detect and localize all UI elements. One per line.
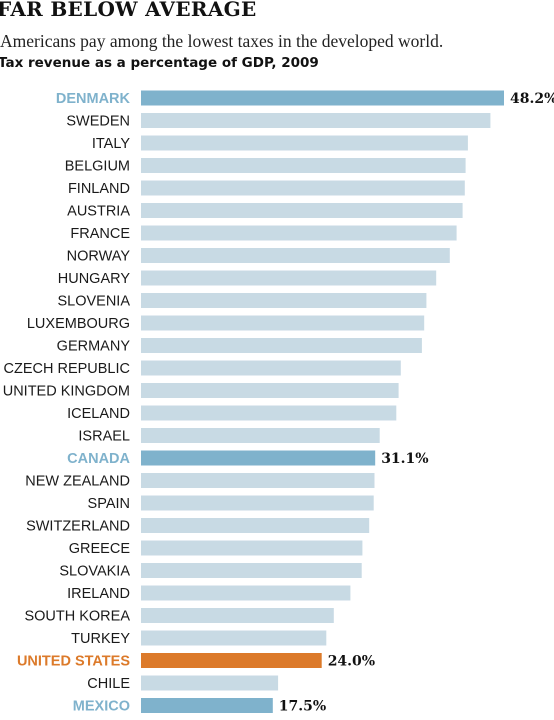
- bar-slovakia: [141, 563, 362, 578]
- category-label-germany: GERMANY: [57, 339, 131, 355]
- category-label-spain: SPAIN: [88, 496, 130, 512]
- category-label-chile: CHILE: [87, 676, 130, 692]
- bar-greece: [141, 540, 363, 556]
- bar-united-kingdom: [141, 383, 399, 398]
- bar-france: [141, 225, 457, 241]
- bar-spain: [141, 495, 374, 511]
- category-label-czech-republic: CZECH REPUBLIC: [4, 361, 131, 377]
- value-label-denmark: 48.2%: [510, 91, 554, 107]
- chart-measure-label: Tax revenue as a percentage of GDP, 2009: [0, 55, 319, 71]
- bar-south-korea: [141, 608, 334, 623]
- bar-germany: [141, 338, 422, 353]
- category-label-slovakia: SLOVAKIA: [59, 564, 130, 580]
- bar-italy: [141, 135, 468, 151]
- chart-title: FAR BELOW AVERAGE: [0, 0, 257, 21]
- category-label-france: FRANCE: [70, 226, 130, 242]
- category-label-finland: FINLAND: [68, 181, 130, 197]
- category-label-turkey: TURKEY: [71, 631, 130, 647]
- category-label-canada: CANADA: [67, 451, 130, 467]
- category-label-israel: ISRAEL: [78, 429, 130, 445]
- bar-switzerland: [141, 518, 370, 533]
- chart-subtitle: Americans pay among the lowest taxes in …: [0, 31, 444, 51]
- bar-iceland: [141, 405, 397, 421]
- category-label-united-kingdom: UNITED KINGDOM: [3, 384, 130, 400]
- bar-mexico: [141, 698, 273, 713]
- bar-austria: [141, 203, 463, 218]
- category-label-slovenia: SLOVENIA: [57, 294, 130, 310]
- bar-slovenia: [141, 293, 427, 308]
- bar-denmark: [141, 90, 504, 106]
- category-label-south-korea: SOUTH KOREA: [24, 609, 130, 625]
- bar-czech-republic: [141, 360, 401, 376]
- category-label-belgium: BELGIUM: [65, 159, 130, 175]
- bar-united-states: [141, 653, 322, 668]
- bar-israel: [141, 428, 380, 443]
- bar-ireland: [141, 585, 351, 601]
- bar-sweden: [141, 113, 491, 128]
- bar-norway: [141, 248, 450, 263]
- bar-belgium: [141, 158, 466, 173]
- category-label-luxembourg: LUXEMBOURG: [27, 316, 130, 332]
- bar-turkey: [141, 630, 327, 646]
- category-label-denmark: DENMARK: [56, 91, 131, 107]
- category-label-norway: NORWAY: [67, 249, 131, 265]
- bar-luxembourg: [141, 315, 425, 331]
- bar-new-zealand: [141, 473, 375, 488]
- value-label-mexico: 17.5%: [279, 699, 326, 715]
- category-label-iceland: ICELAND: [67, 406, 130, 422]
- category-label-greece: GREECE: [69, 541, 131, 557]
- bar-finland: [141, 180, 465, 196]
- bar-chile: [141, 675, 279, 691]
- value-label-united-states: 24.0%: [328, 654, 375, 670]
- category-label-new-zealand: NEW ZEALAND: [25, 474, 130, 490]
- category-label-switzerland: SWITZERLAND: [26, 519, 130, 535]
- category-label-mexico: MEXICO: [73, 699, 130, 715]
- category-label-hungary: HUNGARY: [58, 271, 131, 287]
- category-label-italy: ITALY: [92, 136, 130, 152]
- category-label-sweden: SWEDEN: [66, 114, 130, 130]
- bar-hungary: [141, 270, 437, 286]
- bar-canada: [141, 450, 376, 466]
- category-label-austria: AUSTRIA: [67, 204, 130, 220]
- category-label-ireland: IRELAND: [67, 586, 130, 602]
- value-label-canada: 31.1%: [381, 451, 428, 467]
- category-label-united-states: UNITED STATES: [17, 654, 130, 670]
